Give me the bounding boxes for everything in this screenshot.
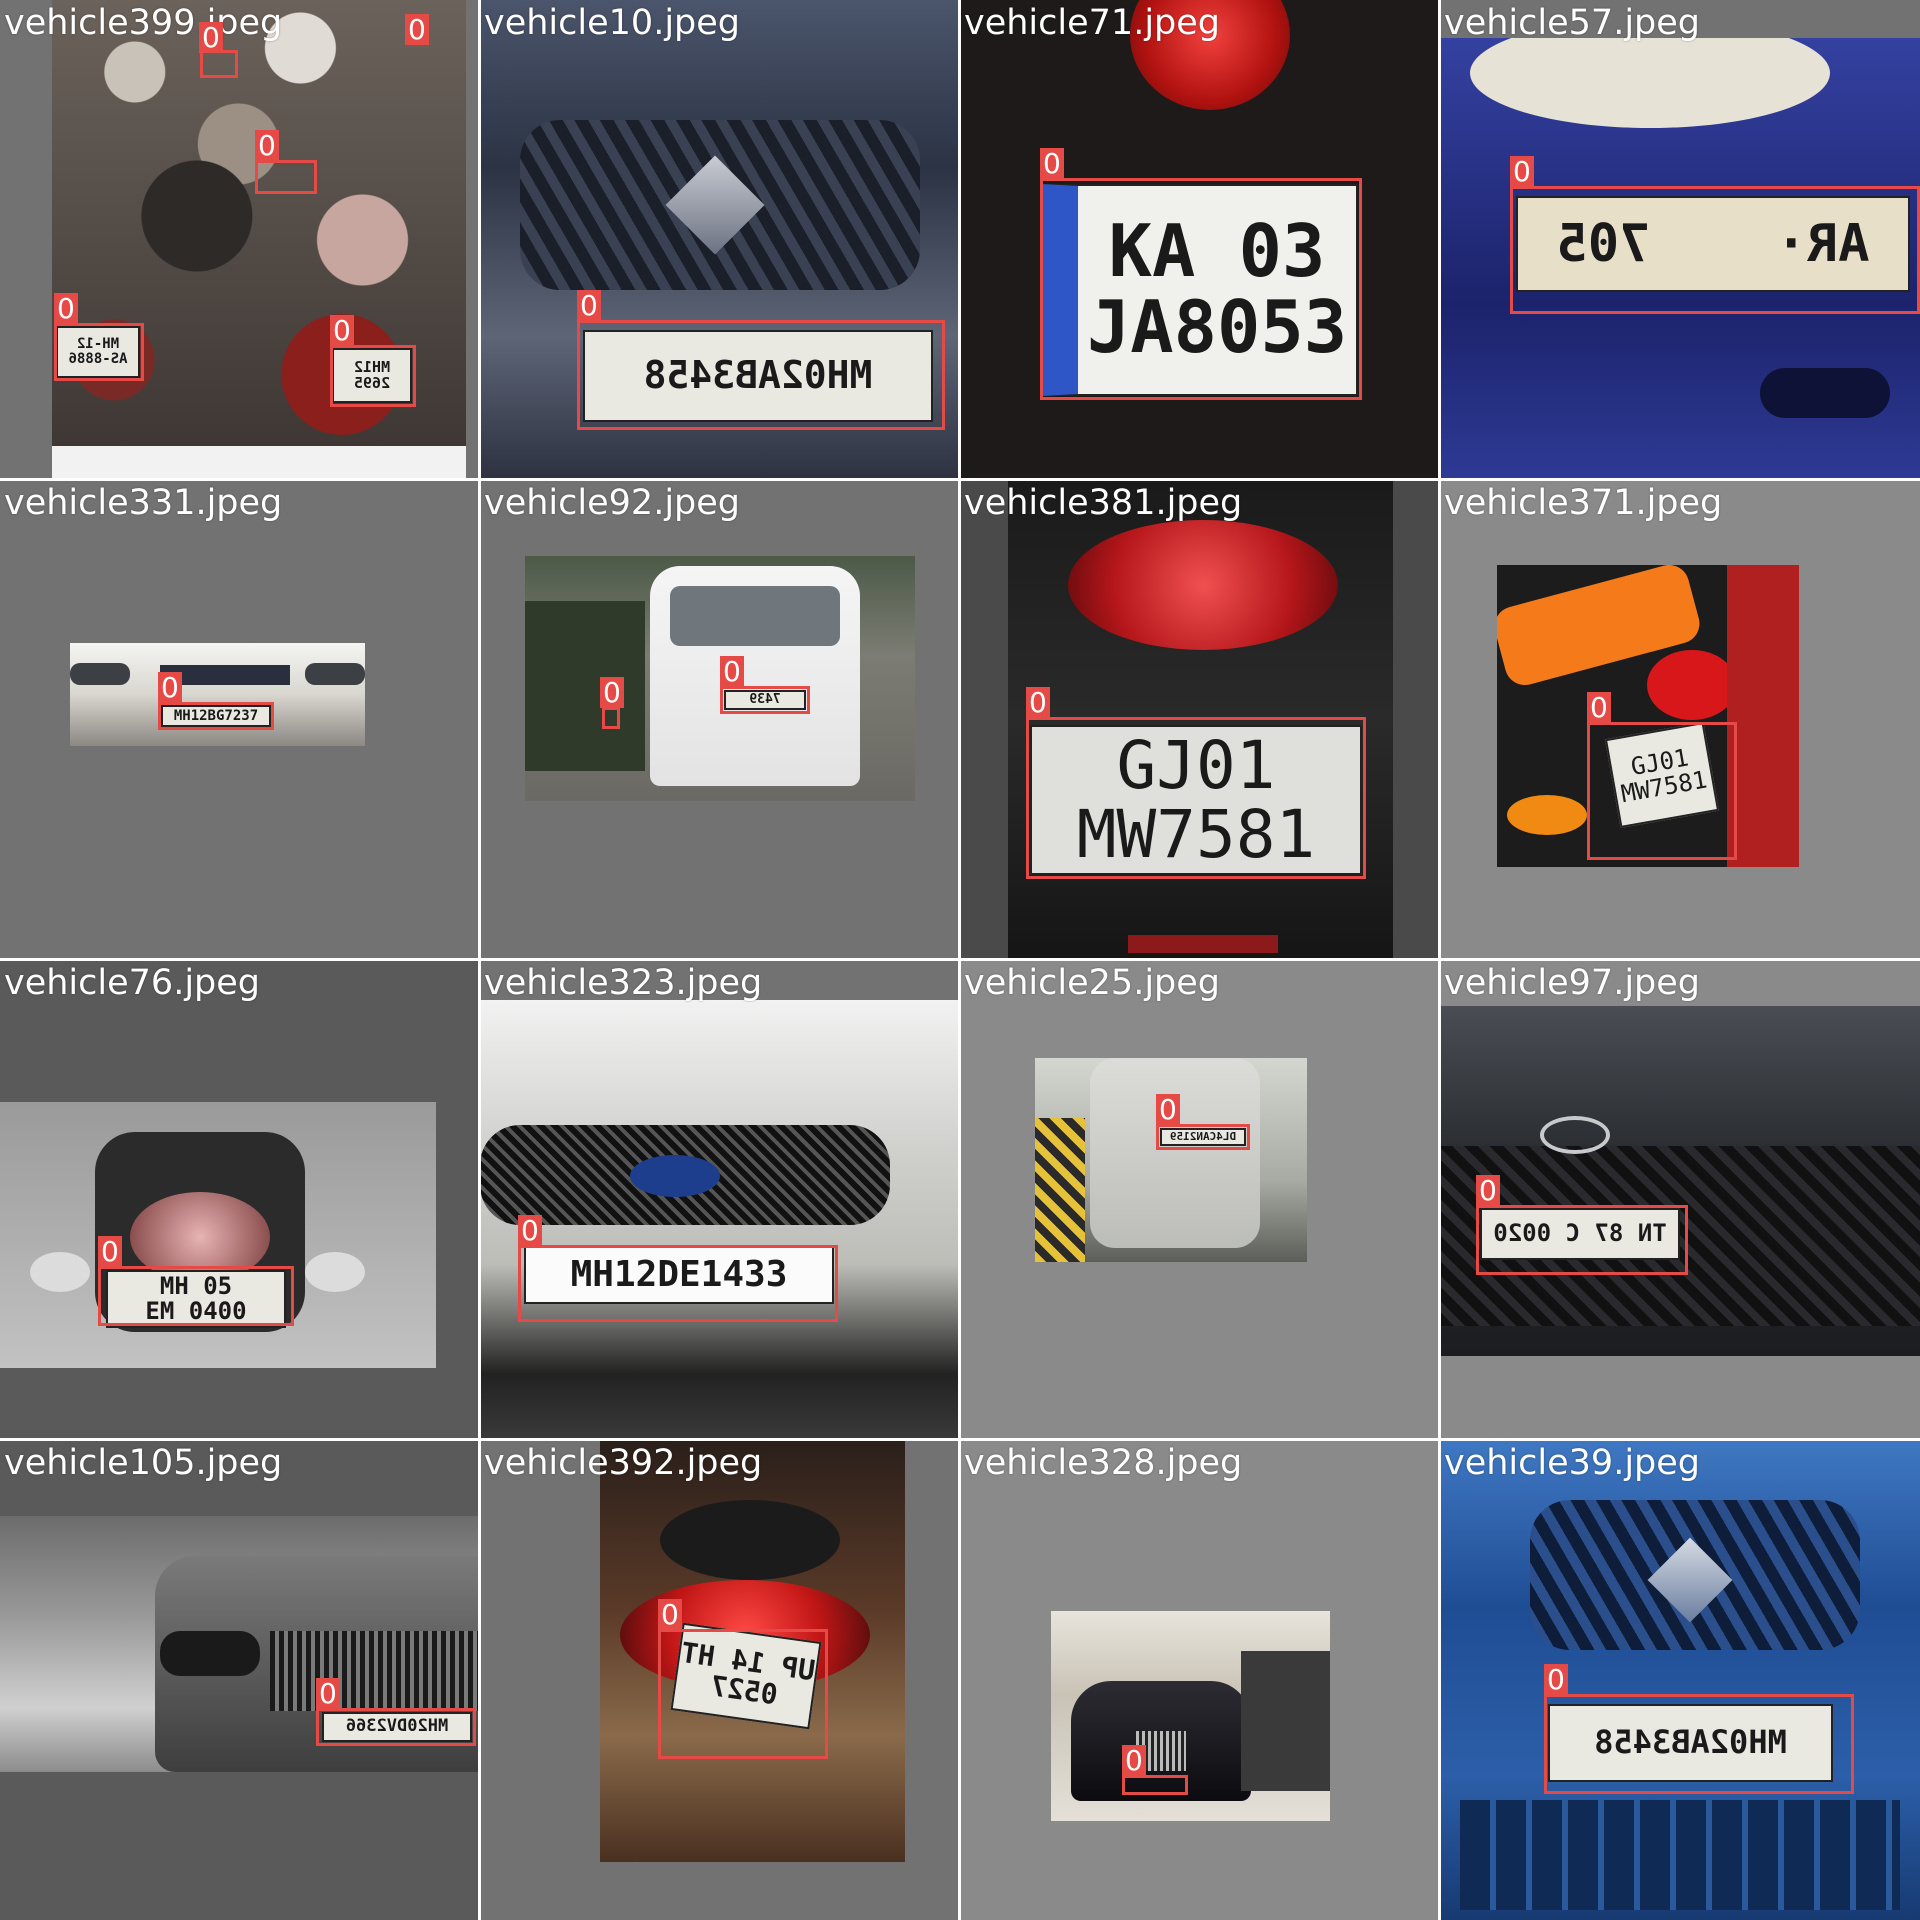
image-filename: vehicle381.jpeg (964, 483, 1243, 523)
plate-vehicle331: MH12BG7237 (161, 705, 271, 727)
grid-divider (0, 958, 1920, 961)
photo-vehicle392 (600, 1440, 905, 1862)
tile-vehicle97: TN 87 C 0020 0 vehicle97.jpeg (1440, 960, 1920, 1440)
photo-vehicle76 (0, 1102, 436, 1368)
photo-vehicle92 (525, 556, 915, 801)
tile-vehicle92: 7439 0 0 vehicle92.jpeg (480, 480, 960, 960)
photo-vehicle323 (480, 1000, 960, 1440)
image-filename: vehicle399.jpeg (4, 3, 283, 43)
detection-box (255, 160, 317, 194)
class-label: 0 (1040, 148, 1064, 179)
photo-vehicle371 (1497, 565, 1799, 867)
class-label: 0 (158, 672, 182, 703)
class-label: 0 (1156, 1094, 1180, 1125)
image-filename: vehicle10.jpeg (484, 3, 741, 43)
class-label: 0 (600, 677, 624, 708)
image-filename: vehicle105.jpeg (4, 1443, 283, 1483)
detection-box (1156, 1124, 1250, 1150)
image-filename: vehicle39.jpeg (1444, 1443, 1701, 1483)
tile-vehicle331: MH12BG7237 0 vehicle331.jpeg (0, 480, 480, 960)
grid-divider (0, 1438, 1920, 1441)
image-filename: vehicle25.jpeg (964, 963, 1221, 1003)
photo-vehicle381 (1008, 480, 1393, 960)
detection-box (1122, 1775, 1188, 1795)
class-label: 0 (518, 1215, 542, 1246)
image-filename: vehicle392.jpeg (484, 1443, 763, 1483)
detection-box (518, 1245, 838, 1322)
tile-vehicle371: GJ01 MW7581 0 vehicle371.jpeg (1440, 480, 1920, 960)
tile-vehicle328: 0 vehicle328.jpeg (960, 1440, 1440, 1920)
plate-vehicle381: GJ01 MW7581 (1030, 725, 1362, 875)
tile-vehicle399: MH-12 AS-8886 MH12 2695 0 0 0 0 0 vehicl… (0, 0, 480, 480)
class-label: 0 (720, 656, 744, 687)
class-label: 0 (98, 1236, 122, 1267)
detection-box (720, 686, 810, 714)
class-label: 0 (1587, 692, 1611, 723)
class-label: 0 (405, 14, 429, 45)
class-label: 0 (1476, 1175, 1500, 1206)
tile-vehicle381: GJ01 MW7581 0 vehicle381.jpeg (960, 480, 1440, 960)
image-filename: vehicle57.jpeg (1444, 3, 1701, 43)
plate-vehicle76: MH 05 EM 0400 (106, 1270, 286, 1328)
detection-box (158, 702, 274, 730)
detection-box (316, 1708, 476, 1746)
class-label: 0 (199, 22, 223, 53)
class-label: 0 (316, 1678, 340, 1709)
detection-box (1587, 722, 1737, 860)
detection-box (330, 345, 416, 407)
photo-vehicle25 (1035, 1058, 1307, 1262)
image-filename: vehicle97.jpeg (1444, 963, 1701, 1003)
image-filename: vehicle331.jpeg (4, 483, 283, 523)
plate-vehicle71: KA 03 JA8053 (1042, 184, 1358, 396)
tile-vehicle71: KA 03 JA8053 0 vehicle71.jpeg (960, 0, 1440, 480)
image-filename: vehicle71.jpeg (964, 3, 1221, 43)
detection-box (1476, 1205, 1688, 1275)
photo-vehicle331 (70, 643, 365, 746)
detection-box (1544, 1694, 1854, 1794)
detection-box (98, 1266, 294, 1326)
image-filename: vehicle92.jpeg (484, 483, 741, 523)
class-label: 0 (1544, 1664, 1568, 1695)
detection-box (54, 323, 144, 381)
photo-vehicle399 (52, 0, 466, 480)
tile-vehicle25: DL4CAN2159 0 vehicle25.jpeg (960, 960, 1440, 1440)
image-filename: vehicle76.jpeg (4, 963, 261, 1003)
image-filename: vehicle323.jpeg (484, 963, 763, 1003)
photo-vehicle39 (1440, 1440, 1920, 1920)
photo-vehicle97 (1440, 1006, 1920, 1356)
tile-vehicle76: MH 05 EM 0400 0 vehicle76.jpeg (0, 960, 480, 1440)
tile-vehicle39: MH02AB3458 0 vehicle39.jpeg (1440, 1440, 1920, 1920)
class-label: 0 (1122, 1745, 1146, 1776)
image-filename: vehicle371.jpeg (1444, 483, 1723, 523)
class-label: 0 (330, 315, 354, 346)
detection-box (1040, 178, 1362, 400)
class-label: 0 (255, 130, 279, 161)
class-label: 0 (1026, 687, 1050, 718)
detection-box (602, 707, 620, 729)
class-label: 0 (54, 293, 78, 324)
detection-box (658, 1629, 828, 1759)
tile-vehicle323: MH12DE1433 0 vehicle323.jpeg (480, 960, 960, 1440)
detection-box (200, 50, 238, 78)
detection-box (1510, 186, 1920, 314)
tile-vehicle10: MH02AB3458 0 vehicle10.jpeg (480, 0, 960, 480)
photo-vehicle328 (1051, 1611, 1330, 1821)
class-label: 0 (1510, 156, 1534, 187)
tile-vehicle392: UP 14 HT 0527 0 vehicle392.jpeg (480, 1440, 960, 1920)
class-label: 0 (658, 1599, 682, 1630)
image-filename: vehicle328.jpeg (964, 1443, 1243, 1483)
detection-box (1026, 717, 1366, 879)
class-label: 0 (577, 290, 601, 321)
detection-box (577, 320, 945, 430)
grid-divider (0, 478, 1920, 481)
tile-vehicle105: MH20DV2366 0 vehicle105.jpeg (0, 1440, 480, 1920)
tile-vehicle57: AR· 705 0 vehicle57.jpeg (1440, 0, 1920, 480)
